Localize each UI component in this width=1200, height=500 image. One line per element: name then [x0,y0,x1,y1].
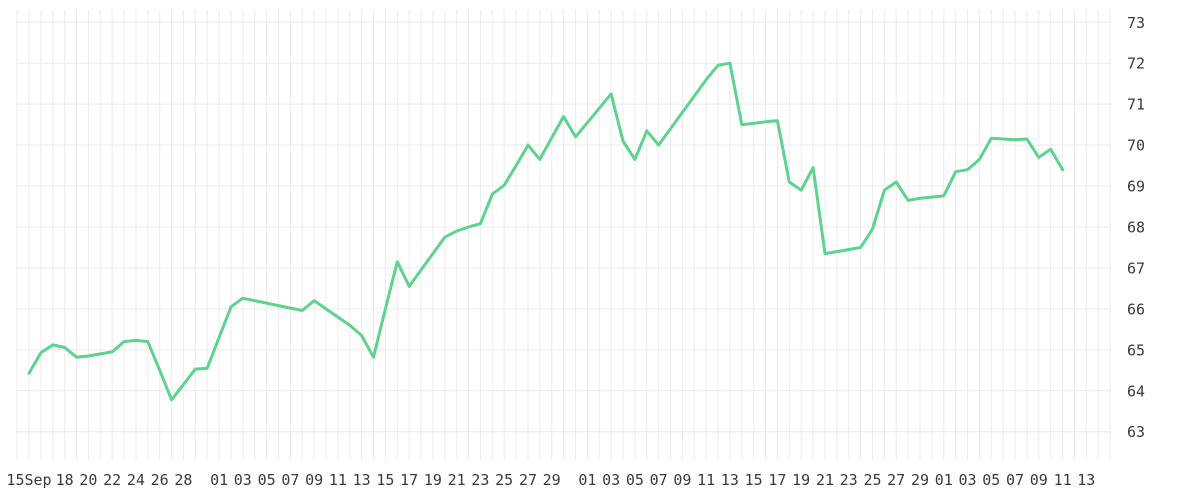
x-tick-label: 09 [1030,471,1048,489]
x-tick-label: 17 [768,471,786,489]
x-tick-label: 28 [174,471,192,489]
x-tick-label: 07 [1006,471,1024,489]
x-tick-label: 19 [792,471,810,489]
x-tick-label: 05 [982,471,1000,489]
x-tick-label: 13 [721,471,739,489]
x-tick-label: 15Sep [6,471,51,489]
x-tick-label: 11 [329,471,347,489]
y-tick-label: 65 [1127,341,1145,359]
x-tick-label: 01 [935,471,953,489]
x-tick-label: 05 [626,471,644,489]
x-tick-label: 11 [697,471,715,489]
x-tick-label: 20 [79,471,97,489]
y-tick-label: 71 [1127,96,1145,114]
price-line-series [27,61,1065,402]
x-tick-label: 25 [495,471,513,489]
x-tick-label: 01 [210,471,228,489]
y-tick-label: 70 [1127,137,1145,155]
x-tick-label: 21 [448,471,466,489]
y-tick-label: 72 [1127,55,1145,73]
x-tick-label: 11 [1054,471,1072,489]
y-tick-label: 66 [1127,300,1145,318]
x-tick-label: 13 [1077,471,1095,489]
x-tick-label: 09 [673,471,691,489]
x-tick-label: 27 [519,471,537,489]
x-tick-label: 05 [258,471,276,489]
y-tick-label: 64 [1127,382,1145,400]
x-tick-label: 03 [958,471,976,489]
x-tick-label: 03 [234,471,252,489]
x-tick-label: 07 [650,471,668,489]
x-tick-label: 01 [578,471,596,489]
x-tick-label: 26 [151,471,169,489]
x-tick-label: 15 [376,471,394,489]
x-tick-label: 29 [911,471,929,489]
x-tick-label: 17 [400,471,418,489]
x-tick-label: 23 [471,471,489,489]
x-tick-label: 07 [281,471,299,489]
y-tick-label: 73 [1127,14,1145,32]
x-tick-label: 21 [816,471,834,489]
x-tick-label: 25 [863,471,881,489]
x-tick-label: 15 [745,471,763,489]
y-tick-label: 69 [1127,178,1145,196]
x-tick-label: 18 [56,471,74,489]
x-tick-label: 19 [424,471,442,489]
x-tick-label: 23 [840,471,858,489]
y-tick-label: 63 [1127,423,1145,441]
x-tick-label: 29 [543,471,561,489]
x-tick-label: 03 [602,471,620,489]
x-tick-label: 24 [127,471,145,489]
x-tick-label: 09 [305,471,323,489]
y-tick-label: 67 [1127,259,1145,277]
x-tick-label: 13 [353,471,371,489]
x-tick-label: 27 [887,471,905,489]
x-tick-label: 22 [103,471,121,489]
y-tick-label: 68 [1127,219,1145,237]
